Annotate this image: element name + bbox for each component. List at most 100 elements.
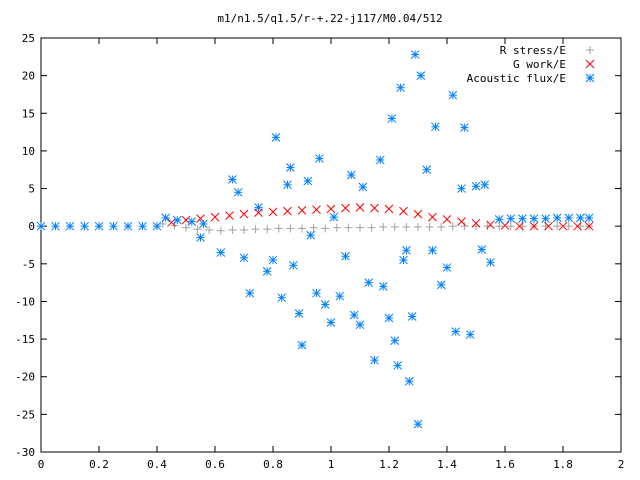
legend-marker (586, 46, 594, 54)
x-tick-label: 2 (618, 458, 625, 471)
data-point (480, 180, 490, 190)
data-point (326, 318, 336, 327)
y-tick-label: 10 (22, 145, 35, 158)
data-point (407, 312, 417, 321)
x-tick-label: 0.6 (205, 458, 225, 471)
data-point (51, 221, 60, 231)
data-point (402, 222, 411, 231)
data-point (263, 225, 272, 234)
data-point (315, 154, 324, 163)
data-point (460, 222, 469, 231)
data-point (384, 204, 394, 214)
data-point (399, 206, 408, 216)
data-point (312, 288, 321, 298)
y-tick-label: -30 (15, 446, 35, 459)
data-point (294, 309, 304, 318)
data-point (367, 223, 376, 232)
data-point (428, 245, 437, 255)
data-point (410, 50, 420, 59)
data-point (425, 222, 434, 231)
y-tick-label: 20 (22, 70, 35, 83)
data-point (486, 220, 495, 230)
data-point (36, 221, 46, 231)
data-point (390, 336, 400, 345)
legend-label: G work/E (513, 58, 566, 71)
data-point (529, 214, 539, 224)
data-point (390, 222, 399, 231)
data-point (442, 263, 452, 272)
data-point (396, 83, 405, 93)
data-point (239, 253, 249, 263)
data-point (225, 211, 234, 220)
data-point (326, 204, 336, 214)
data-point (355, 203, 365, 212)
data-point (553, 222, 562, 231)
data-point (355, 320, 365, 330)
data-point (358, 182, 368, 192)
series-2 (36, 50, 594, 429)
x-tick-label: 0 (38, 458, 45, 471)
data-point (309, 223, 318, 232)
data-point (205, 225, 214, 234)
data-point (515, 221, 524, 231)
data-point (477, 245, 487, 254)
data-point (303, 176, 313, 186)
data-point (448, 90, 458, 100)
data-point (199, 219, 208, 229)
data-point (341, 203, 350, 213)
data-point (216, 226, 225, 235)
data-point (422, 165, 432, 175)
data-point (483, 222, 492, 231)
data-point (288, 260, 298, 270)
data-point (94, 221, 104, 231)
data-point (518, 214, 527, 224)
data-point (286, 224, 295, 233)
data-point (448, 222, 457, 231)
data-point (109, 221, 118, 231)
data-point (182, 223, 190, 232)
data-point (346, 170, 356, 180)
data-point (399, 255, 408, 265)
data-point (349, 310, 359, 320)
data-point (233, 187, 243, 197)
axes: 0 0.2 0.4 0.6 0.8 1 1.2 1.4 1.6 1.8 2 -30 -25 -20 -15 -… (15, 32, 624, 471)
data-point (379, 222, 388, 231)
data-point (138, 221, 147, 231)
x-tick-label: 0.2 (89, 458, 109, 471)
data-point (416, 71, 426, 80)
data-point (283, 180, 292, 190)
legend-marker (585, 73, 595, 83)
data-point (312, 205, 321, 214)
data-point (320, 300, 330, 309)
data-point (442, 215, 452, 224)
data-point (262, 266, 272, 276)
y-tick-label: 25 (22, 32, 35, 45)
data-point (228, 225, 237, 234)
data-point (251, 225, 260, 234)
data-point (584, 213, 594, 223)
data-point (460, 123, 469, 132)
data-point (457, 184, 466, 193)
data-point (564, 213, 574, 223)
data-point (277, 293, 287, 303)
y-tick-label: 15 (22, 107, 35, 120)
data-point (297, 206, 307, 215)
data-point (457, 217, 466, 227)
x-tick-label: 1.6 (495, 458, 515, 471)
data-point (451, 327, 461, 336)
data-point (123, 221, 133, 231)
chart-title: m1/n1.5/q1.5/r-+.22-j117/M0.04/512 (217, 12, 442, 25)
data-point (172, 215, 182, 225)
data-point (384, 313, 394, 323)
data-point (306, 230, 316, 240)
data-point (286, 163, 295, 172)
data-point (494, 215, 504, 224)
data-point (495, 222, 504, 231)
data-point (268, 255, 278, 265)
data-point (268, 207, 278, 217)
data-point (245, 288, 255, 298)
data-point (364, 278, 374, 287)
data-point (436, 280, 446, 290)
data-point (283, 206, 292, 216)
